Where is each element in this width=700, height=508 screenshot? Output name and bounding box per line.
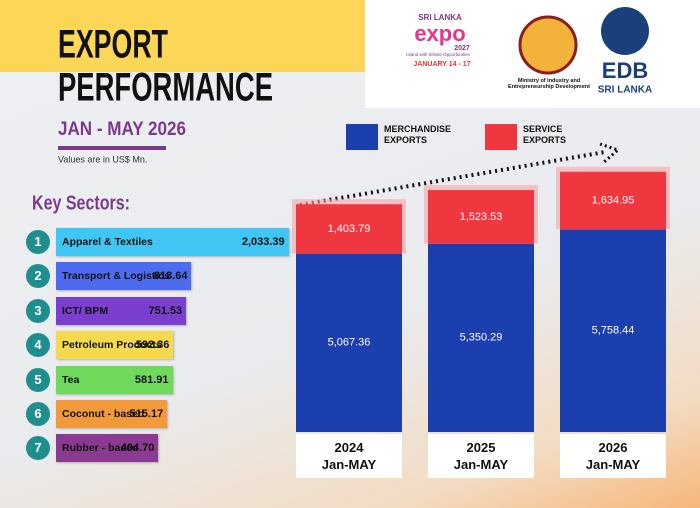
sector-bar bbox=[56, 331, 174, 360]
rank-badge: 7 bbox=[26, 436, 50, 461]
edb-name: EDB bbox=[602, 58, 648, 83]
legend-box: MERCHANDISE EXPORTS bbox=[384, 124, 452, 145]
ministry-box: Ministry of Industry and Entrepreneurshi… bbox=[508, 78, 590, 90]
rank-badge: 2 bbox=[26, 264, 50, 289]
rank-badge: 6 bbox=[26, 402, 50, 426]
emblem bbox=[518, 15, 578, 75]
sector-label: Coconut - based bbox=[62, 408, 145, 420]
category-box: 2025 Jan-MAY bbox=[428, 434, 534, 478]
rank-badge: 1 bbox=[26, 230, 50, 254]
category-label: 2025 bbox=[466, 440, 496, 455]
category-sublabel: Jan-MAY bbox=[321, 457, 377, 472]
rank-badge: 4 bbox=[26, 333, 50, 358]
rank-badge: 5 bbox=[26, 367, 50, 392]
sector-bar bbox=[56, 228, 289, 256]
edb-country: SRI LANKA bbox=[598, 85, 652, 96]
period: JAN - MAY 2026 bbox=[58, 119, 186, 140]
sector-bar bbox=[56, 262, 192, 291]
sector-label: Rubber - based bbox=[62, 442, 139, 455]
yellow-band bbox=[0, 0, 365, 72]
legend-label: SERVICE EXPORTS bbox=[523, 124, 567, 145]
bar-segment bbox=[296, 253, 402, 432]
category-label: 2026 bbox=[598, 440, 628, 455]
legend-box: SERVICE EXPORTS bbox=[523, 124, 567, 145]
category-box: 2026 Jan-MAY bbox=[560, 434, 666, 478]
sector-value: 818.64 bbox=[153, 270, 188, 283]
units-note: Values are in US$ Mn. bbox=[58, 154, 147, 164]
category-label: 2024 bbox=[334, 440, 364, 455]
sector-bar bbox=[56, 400, 168, 428]
legend-label: MERCHANDISE EXPORTS bbox=[384, 124, 452, 145]
sector-value: 592.36 bbox=[135, 339, 170, 352]
title: PERFORMANCE bbox=[58, 66, 273, 110]
value-label: 1,634.95 bbox=[592, 194, 635, 206]
sector-row: 3 ICT/ BPM 751.53 bbox=[0, 296, 360, 325]
sector-row: 2 Transport & Logistics 818.64 bbox=[0, 262, 360, 291]
sector-label: ICT/ BPM bbox=[62, 304, 109, 317]
expo-country: SRI LANKA bbox=[418, 13, 462, 22]
category-sublabel: Jan-MAY bbox=[585, 457, 641, 472]
sector-value: 2,033.39 bbox=[241, 236, 285, 248]
sector-value: 581.91 bbox=[134, 373, 169, 386]
sectors-heading: Key Sectors: bbox=[32, 192, 130, 214]
expo-dates: JANUARY 14 - 17 bbox=[413, 61, 470, 68]
legend-swatch bbox=[346, 124, 378, 150]
bar-segment bbox=[560, 229, 666, 432]
sector-row: 6 Coconut - based 515.17 bbox=[0, 400, 360, 428]
sector-bar bbox=[56, 434, 159, 463]
value-label: 5,067.36 bbox=[328, 337, 371, 349]
bar-segment bbox=[428, 190, 534, 244]
legend-swatch bbox=[485, 124, 517, 150]
expo-name: expo bbox=[414, 21, 465, 46]
sector-label: Tea bbox=[62, 373, 80, 386]
value-label: 5,758.44 bbox=[592, 325, 635, 337]
bar-segment bbox=[428, 243, 534, 432]
sector-value: 515.17 bbox=[129, 408, 164, 420]
underline bbox=[58, 146, 166, 150]
expo-tagline: Island with Infinite Opportunities bbox=[406, 52, 471, 57]
bar-segment bbox=[296, 204, 402, 254]
value-label: 5,350.29 bbox=[460, 332, 503, 344]
edb-emblem bbox=[601, 7, 649, 55]
sector-row: 4 Petroleum Products 592.36 bbox=[0, 331, 360, 360]
sector-row: 5 Tea 581.91 bbox=[0, 365, 360, 394]
sector-bar bbox=[56, 296, 187, 325]
value-label: 1,403.79 bbox=[328, 223, 371, 235]
arrow-head bbox=[599, 142, 621, 164]
sector-label: Apparel & Textiles bbox=[62, 236, 153, 248]
sector-bar bbox=[56, 365, 173, 394]
expo-year: 2027 bbox=[454, 45, 470, 52]
sector-label: Transport & Logistics bbox=[62, 270, 170, 283]
sector-label: Petroleum Products bbox=[62, 339, 162, 352]
rank-badge: 3 bbox=[26, 298, 50, 323]
sector-value: 404.70 bbox=[120, 442, 155, 455]
category-box: 2024 Jan-MAY bbox=[296, 434, 402, 478]
ministry: Ministry of Industry and Entrepreneurshi… bbox=[508, 78, 590, 90]
category-sublabel: Jan-MAY bbox=[453, 457, 509, 472]
sector-row: 7 Rubber - based 404.70 bbox=[0, 434, 360, 463]
value-label: 1,523.53 bbox=[460, 211, 503, 223]
bar-segment bbox=[560, 171, 666, 230]
sector-row: 1 Apparel & Textiles 2,033.39 bbox=[0, 228, 360, 256]
title: EXPORT bbox=[58, 23, 168, 67]
sector-value: 751.53 bbox=[148, 304, 183, 317]
